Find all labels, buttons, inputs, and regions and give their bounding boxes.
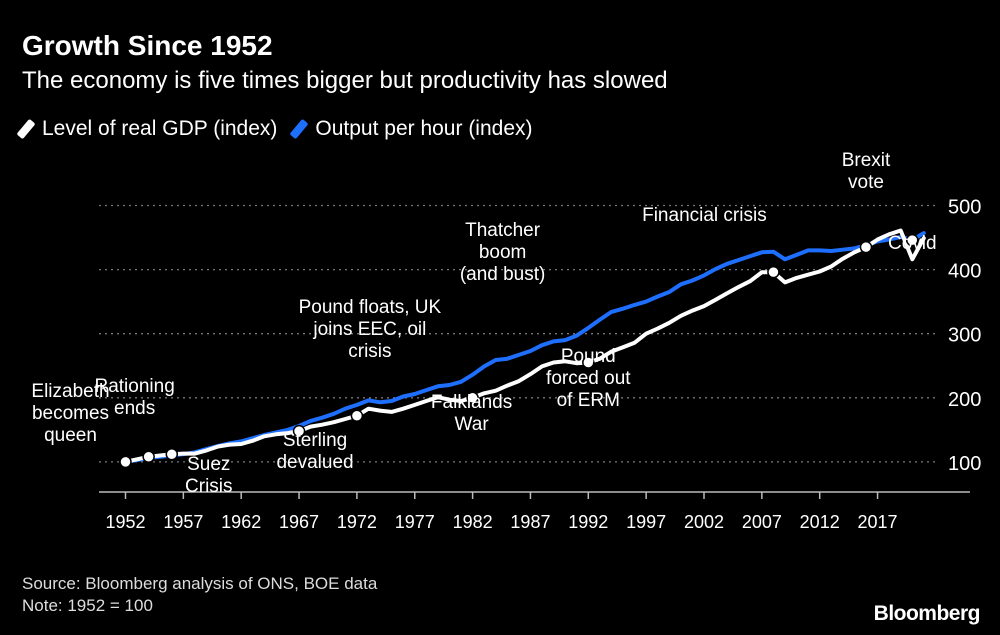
legend-item-gdp: Level of real GDP (index) (16, 117, 278, 141)
x-tick-label-1967: 1967 (279, 512, 319, 532)
y-axis: 100 200 300 400 500 (948, 197, 981, 475)
x-tick-label-1987: 1987 (510, 512, 550, 532)
x-tick-label-1972: 1972 (337, 512, 377, 532)
y-tick-label-200: 200 (948, 389, 981, 411)
x-tick-label-1952: 1952 (105, 512, 145, 532)
annotation-line-pound-floats-uk-joins-eec-oil-crisis-1: joins EEC, oil (312, 319, 426, 340)
x-tick-label-2007: 2007 (742, 512, 782, 532)
event-marker-covid (906, 233, 919, 247)
annotation-line-pound-floats-uk-joins-eec-oil-crisis-2: crisis (348, 341, 391, 362)
annotation-line-brexit-vote-0: Brexit (842, 150, 891, 171)
event-marker-suez-crisis (165, 447, 179, 461)
annotation-financial-crisis: Financial crisis (642, 205, 767, 226)
annotation-suez-crisis: Suez Crisis (185, 454, 233, 497)
annotation-line-financial-crisis-0: Financial crisis (642, 205, 767, 226)
y-tick-label-400: 400 (948, 261, 981, 283)
event-marker-sterling-devalued (292, 424, 306, 438)
event-marker-pound-forced-out-of-erm (582, 356, 595, 369)
x-tick-label-1982: 1982 (453, 512, 493, 532)
y-tick-label-300: 300 (948, 325, 981, 347)
grid-lines (99, 204, 938, 463)
annotation-line-thatcher-boom-and-bust-2: (and bust) (460, 264, 546, 285)
annotation-line-elizabeth-becomes-queen-0: Elizabeth (31, 381, 109, 402)
event-marker-brexit-vote (859, 240, 873, 254)
x-tick-label-1997: 1997 (626, 512, 666, 532)
event-marker-elizabeth-becomes-queen (119, 455, 132, 469)
annotation-line-pound-forced-out-of-erm-1: forced out (546, 368, 631, 389)
annotation-line-thatcher-boom-and-bust-0: Thatcher (465, 220, 541, 241)
annotation-line-covid-0: Covid (888, 233, 937, 254)
legend-label-gdp: Level of real GDP (index) (42, 117, 278, 140)
annotation-line-rationing-ends-0: Rationing (94, 376, 174, 397)
x-tick-label-2002: 2002 (684, 512, 724, 532)
x-tick-label-1992: 1992 (568, 512, 608, 532)
annotation-line-suez-crisis-0: Suez (187, 454, 230, 475)
annotation-line-thatcher-boom-and-bust-1: boom (479, 242, 527, 263)
annotation-line-falklands-war-1: War (455, 414, 490, 435)
y-tick-label-500: 500 (948, 197, 981, 219)
annotation-line-elizabeth-becomes-queen-2: queen (44, 425, 97, 446)
source-text: Source: Bloomberg analysis of ONS, BOE d… (22, 574, 378, 593)
x-tick-label-1957: 1957 (163, 512, 203, 532)
annotation-thatcher-boom-and-bust: Thatcher boom (and bust) (460, 220, 546, 285)
bloomberg-logo: Bloomberg (873, 602, 981, 625)
x-tick-label-1962: 1962 (221, 512, 261, 532)
annotation-brexit-vote: Brexit vote (842, 150, 891, 193)
annotation-line-sterling-devalued-0: Sterling (283, 430, 347, 451)
y-tick-label-100: 100 (948, 453, 981, 475)
annotation-rationing-ends: Rationing ends (94, 376, 174, 419)
annotation-pound-floats-uk-joins-eec-oil-crisis: Pound floats, UK joins EEC, oil crisis (299, 297, 442, 362)
legend-label-productivity: Output per hour (index) (315, 117, 533, 140)
annotation-line-pound-floats-uk-joins-eec-oil-crisis-0: Pound floats, UK (299, 297, 442, 318)
annotation-falklands-war: Falklands War (431, 392, 512, 435)
note-text: Note: 1952 = 100 (22, 596, 153, 615)
annotation-covid: Covid (888, 233, 937, 254)
annotation-pound-forced-out-of-erm: Pound forced out of ERM (546, 346, 631, 411)
chart-subtitle: The economy is five times bigger but pro… (22, 67, 668, 94)
annotation-line-pound-forced-out-of-erm-2: of ERM (557, 390, 620, 411)
series-lines (123, 228, 926, 464)
annotation-line-brexit-vote-1: vote (848, 172, 884, 193)
annotation-line-rationing-ends-1: ends (114, 398, 155, 419)
event-marker-rationing-ends (142, 450, 155, 464)
x-tick-label-2017: 2017 (858, 512, 898, 532)
x-tick-label-1977: 1977 (395, 512, 435, 532)
annotation-line-sterling-devalued-1: devalued (276, 452, 353, 473)
event-marker-thatcher-boom-and-bust (466, 391, 479, 405)
annotation-line-elizabeth-becomes-queen-1: becomes (32, 403, 109, 424)
annotation-line-suez-crisis-1: Crisis (185, 476, 233, 497)
annotation-elizabeth-becomes-queen: Elizabeth becomes queen (31, 381, 109, 446)
series-line-gdp (123, 228, 926, 464)
x-tick-label-2012: 2012 (800, 512, 840, 532)
annotation-line-falklands-war-0: Falklands (431, 392, 512, 413)
chart-legend: Level of real GDP (index) Output per hou… (16, 117, 551, 141)
chart-title: Growth Since 1952 (22, 30, 273, 61)
legend-item-productivity: Output per hour (index) (289, 117, 533, 141)
event-marker-financial-crisis (767, 265, 780, 279)
x-axis: 1952 1957 1962 1967 1972 1977 1982 1987 1992 1997… (99, 491, 970, 532)
annotation-line-pound-forced-out-of-erm-0: Pound (561, 346, 616, 367)
event-marker-pound-floats-uk-joins-eec-oil-crisis (350, 409, 364, 422)
annotation-sterling-devalued: Sterling devalued (276, 430, 353, 473)
